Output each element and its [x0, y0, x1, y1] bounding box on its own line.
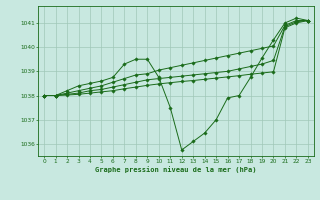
X-axis label: Graphe pression niveau de la mer (hPa): Graphe pression niveau de la mer (hPa) [95, 166, 257, 173]
